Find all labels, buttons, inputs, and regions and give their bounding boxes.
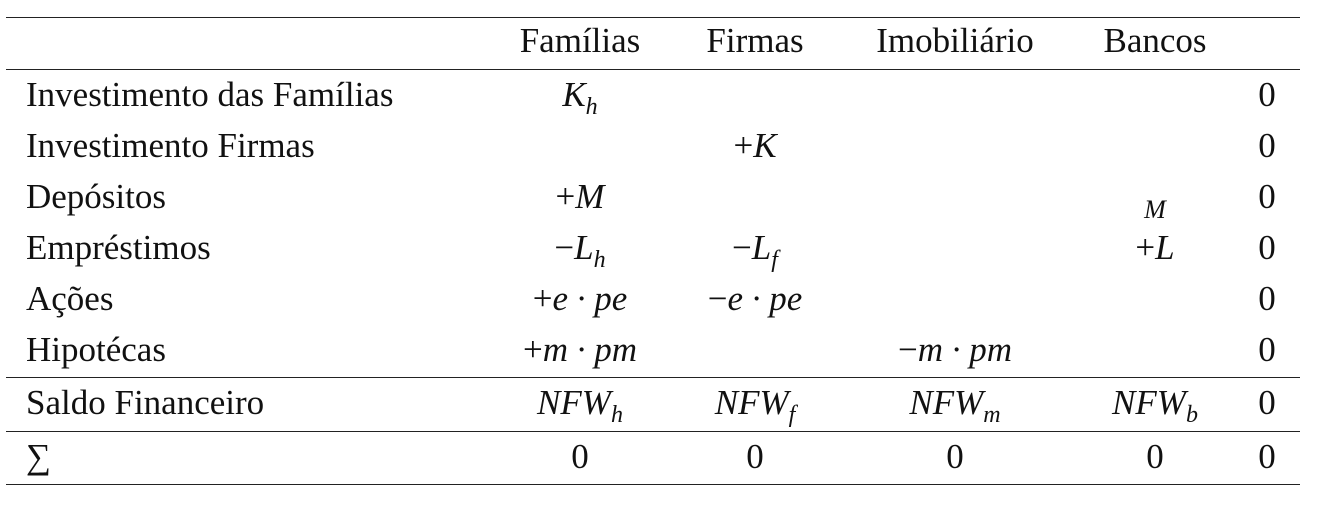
row-label-depositos: Depósitos (26, 177, 166, 216)
row-label-acoes: Ações (26, 279, 114, 318)
cell-sum-bancos: 0 (1146, 437, 1164, 476)
cell-emprestimos-bancos: +L (1135, 228, 1175, 267)
header-bottom-rule (6, 69, 1300, 70)
sum-top-rule (6, 431, 1300, 432)
header-bancos: Bancos (1103, 21, 1207, 60)
row-total-depositos: 0 (1258, 177, 1276, 216)
row-total-acoes: 0 (1258, 279, 1276, 318)
cell-saldo-firmas: NFWf (714, 383, 796, 428)
row-label-emprestimos: Empréstimos (26, 228, 211, 267)
cell-saldo-imobiliario: NFWm (909, 383, 1001, 428)
header-imobiliario: Imobiliário (876, 21, 1034, 60)
cell-emprestimos-firmas: −Lf (732, 228, 778, 273)
table-top-rule (6, 17, 1300, 18)
row-total-investimento-familias: 0 (1258, 75, 1276, 114)
cell-acoes-familias: +e · pe (532, 279, 628, 318)
cell-sum-firmas: 0 (746, 437, 764, 476)
cell-sum-familias: 0 (571, 437, 589, 476)
row-label-investimento-familias: Investimento das Famílias (26, 75, 394, 114)
row-total-emprestimos: 0 (1258, 228, 1276, 267)
cell-investimento-firmas-firmas: +K (733, 126, 777, 165)
row-total-hipotecas: 0 (1258, 330, 1276, 369)
row-label-sum: ∑ (26, 437, 51, 476)
cell-sum-imobiliario: 0 (946, 437, 964, 476)
table-bottom-rule (6, 484, 1300, 485)
row-total-saldo-financeiro: 0 (1258, 383, 1276, 422)
cell-depositos-familias: +M (555, 177, 605, 216)
saldo-top-rule (6, 377, 1300, 378)
row-total-investimento-firmas: 0 (1258, 126, 1276, 165)
row-label-hipotecas: Hipotécas (26, 330, 166, 369)
cell-acoes-firmas: −e · pe (707, 279, 803, 318)
cell-hipotecas-imobiliario: −m · pm (897, 330, 1013, 369)
cell-emprestimos-familias: −Lh (554, 228, 606, 273)
cell-investimento-familias-familias: Kh (562, 75, 598, 120)
cell-saldo-familias: NFWh (537, 383, 623, 428)
row-label-investimento-firmas: Investimento Firmas (26, 126, 315, 165)
cell-saldo-bancos: NFWb (1112, 383, 1198, 428)
row-label-saldo-financeiro: Saldo Financeiro (26, 383, 265, 422)
cell-depositos-bancos: M (1144, 195, 1166, 224)
header-firmas: Firmas (706, 21, 804, 60)
cell-hipotecas-familias: +m · pm (522, 330, 638, 369)
row-total-sum: 0 (1258, 437, 1276, 476)
header-familias: Famílias (519, 21, 641, 60)
